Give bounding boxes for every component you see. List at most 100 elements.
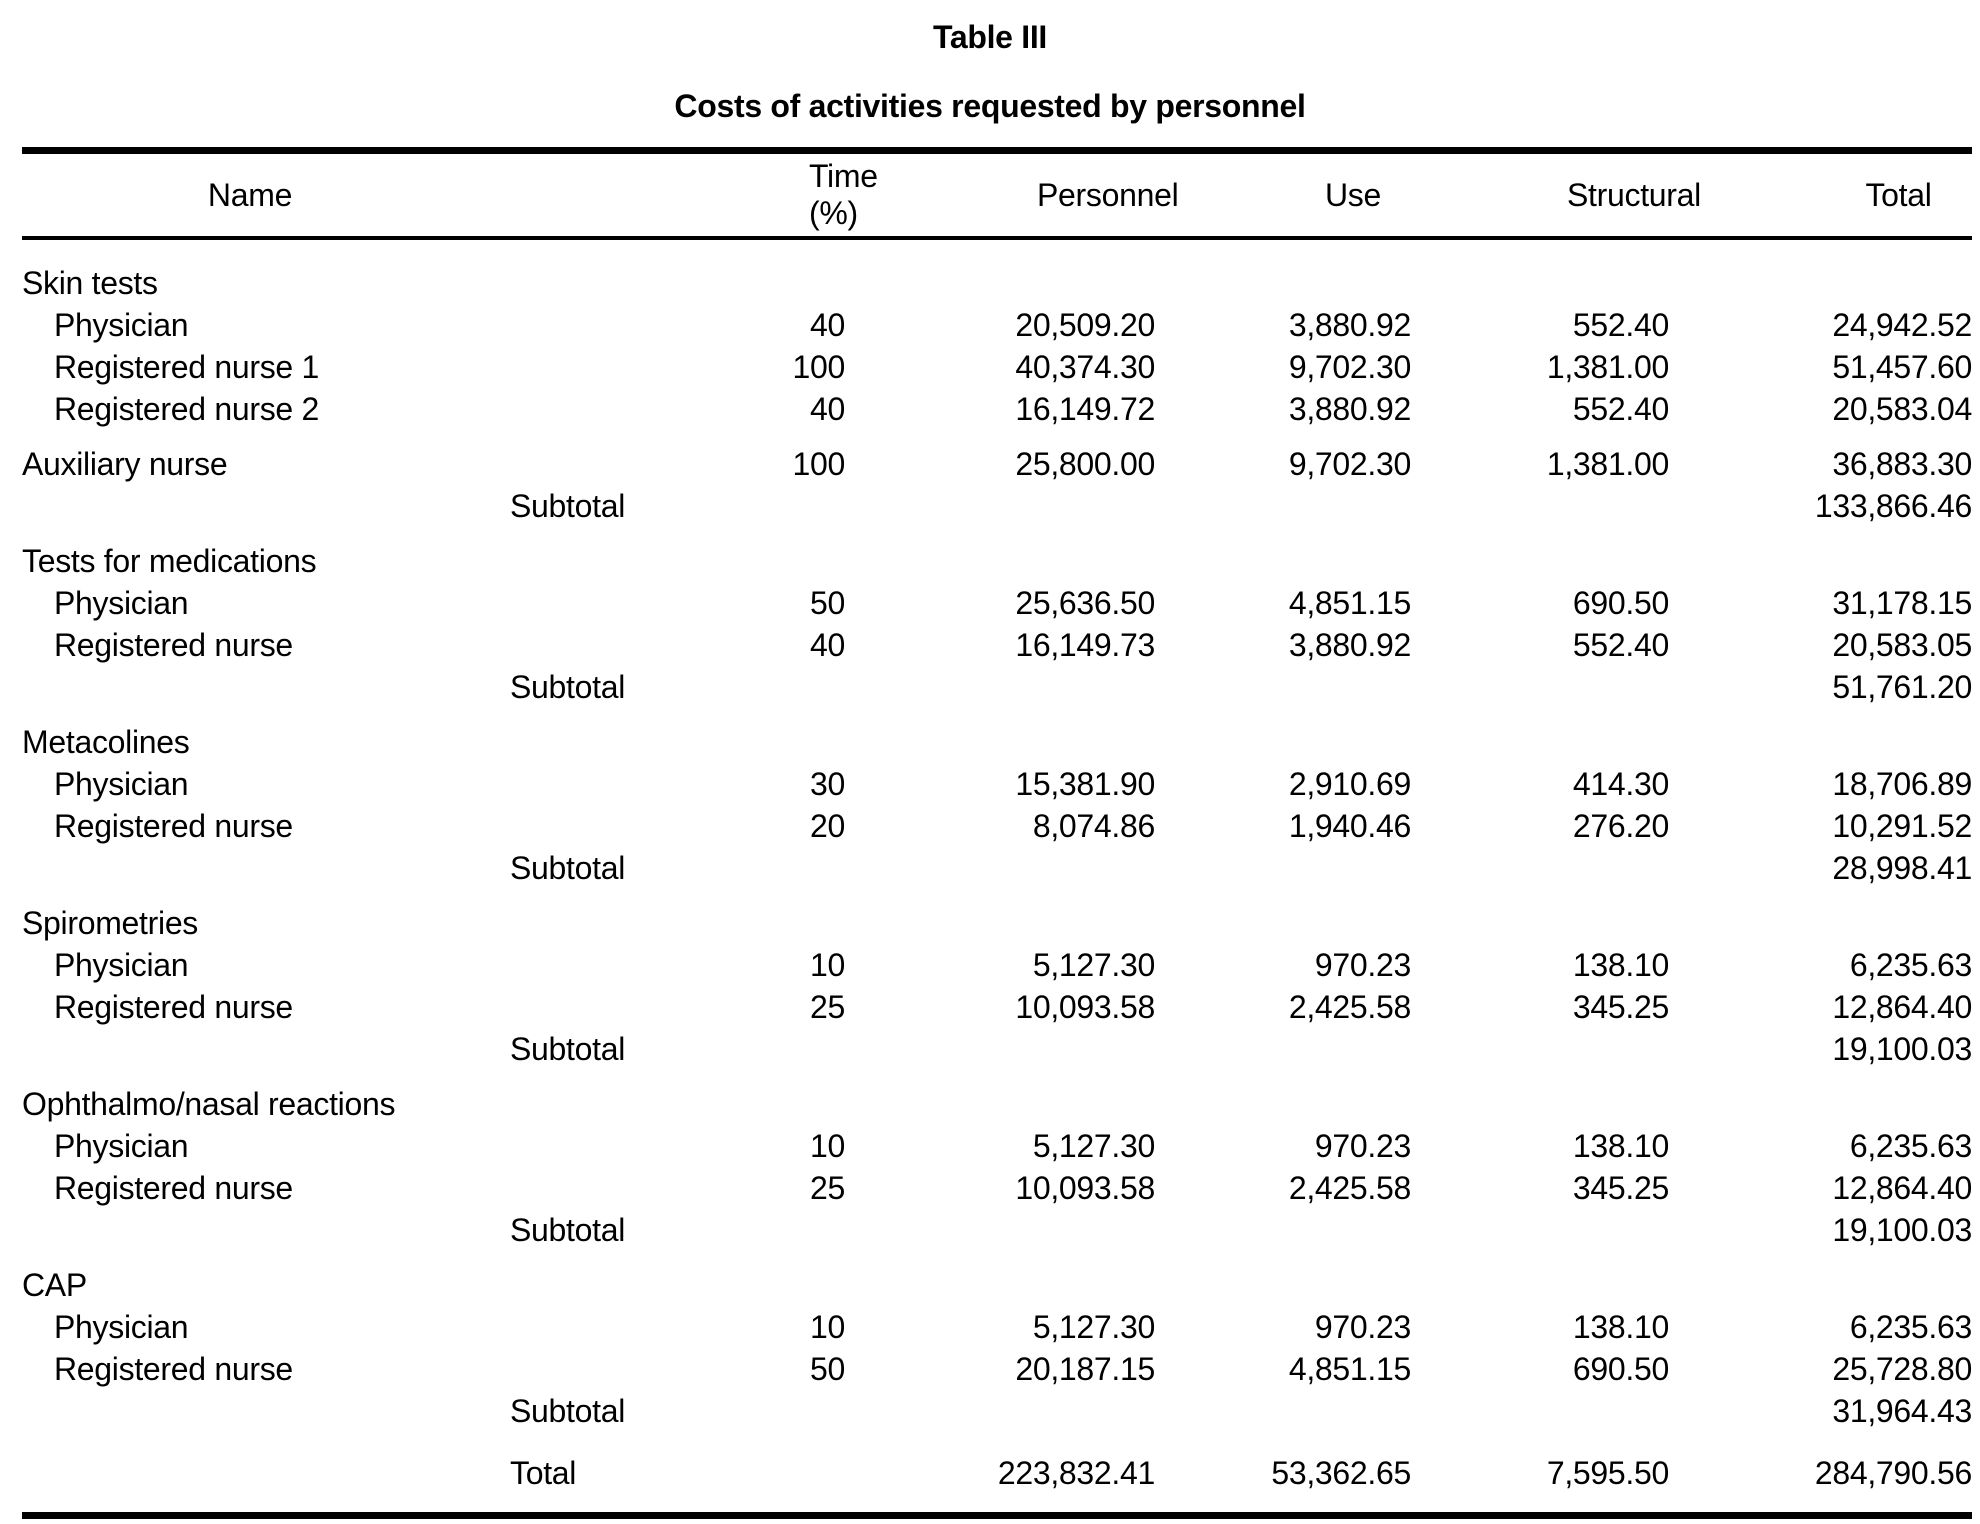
- personnel-cell: [845, 1209, 1155, 1251]
- structural-cell: 690.50: [1572, 584, 1669, 621]
- personnel-cell: [845, 485, 1155, 527]
- use-cell: [1155, 1390, 1411, 1432]
- total-cell: [1669, 527, 1972, 582]
- total-cell: 51,457.60: [1832, 348, 1972, 385]
- row-name: Registered nurse: [54, 1169, 293, 1206]
- structural-cell: [1411, 527, 1669, 582]
- section-row: Tests for medications: [22, 527, 1972, 582]
- row-name: Metacolines: [22, 723, 190, 760]
- structural-cell: 552.40: [1572, 626, 1669, 663]
- row-label: Subtotal: [510, 487, 626, 524]
- use-cell: [1155, 485, 1411, 527]
- column-header-structural: Structural: [1411, 147, 1701, 240]
- time-cell: 10: [810, 1127, 845, 1164]
- structural-cell: [1411, 485, 1669, 527]
- time-cell: 30: [810, 765, 845, 802]
- row-name: Registered nurse: [54, 626, 293, 663]
- row-name: Registered nurse: [54, 1350, 293, 1387]
- structural-cell: 552.40: [1572, 390, 1669, 427]
- personnel-cell: [845, 1070, 1155, 1125]
- grand-total-row: Total 223,832.41 53,362.65 7,595.50 284,790.…: [22, 1432, 1972, 1494]
- total-cell: 133,866.46: [1814, 487, 1972, 524]
- structural-cell: [1411, 1028, 1669, 1070]
- column-header-personnel: Personnel: [845, 147, 1179, 240]
- table-header: Name Time (%) Personnel Use Structural T…: [22, 147, 1972, 240]
- total-cell: 24,942.52: [1832, 306, 1972, 343]
- structural-cell: [1411, 708, 1669, 763]
- member-row: Registered nurse 25 10,093.58 2,425.58 345.2…: [22, 1167, 1972, 1209]
- subtotal-row: Subtotal 31,964.43: [22, 1390, 1972, 1432]
- personnel-cell: [845, 1251, 1155, 1306]
- structural-cell: 345.25: [1572, 988, 1669, 1025]
- time-cell: [702, 1028, 845, 1070]
- structural-cell: [1411, 1209, 1669, 1251]
- row-name: Registered nurse: [54, 988, 293, 1025]
- use-cell: [1155, 666, 1411, 708]
- structural-cell: 552.40: [1572, 306, 1669, 343]
- column-header-time: Time (%): [702, 147, 878, 240]
- row-label: Subtotal: [510, 668, 626, 705]
- time-cell: 40: [810, 390, 845, 427]
- use-cell: [1155, 1251, 1411, 1306]
- total-cell: [1669, 1070, 1972, 1125]
- row-label: Subtotal: [510, 1030, 626, 1067]
- use-cell: [1155, 1028, 1411, 1070]
- use-cell: [1155, 238, 1411, 304]
- personnel-cell: [845, 708, 1155, 763]
- total-cell: 6,235.63: [1849, 1127, 1972, 1164]
- structural-cell: 1,381.00: [1546, 348, 1669, 385]
- time-cell: [702, 1209, 845, 1251]
- structural-cell: [1411, 1070, 1669, 1125]
- total-cell: 51,761.20: [1832, 668, 1972, 705]
- use-cell: 4,851.15: [1288, 1350, 1411, 1387]
- personnel-cell: 16,149.72: [1015, 390, 1155, 427]
- personnel-cell: [845, 847, 1155, 889]
- structural-cell: [1411, 889, 1669, 944]
- section-row: Metacolines: [22, 708, 1972, 763]
- section-row: Skin tests: [22, 238, 1972, 304]
- total-cell: 20,583.05: [1832, 626, 1972, 663]
- time-cell: [702, 847, 845, 889]
- member-row: Registered nurse 50 20,187.15 4,851.15 690.5…: [22, 1348, 1972, 1390]
- section-row: Ophthalmo/nasal reactions: [22, 1070, 1972, 1125]
- member-row: Physician 10 5,127.30 970.23 138.10 6,235.63: [22, 944, 1972, 986]
- personnel-cell: 25,636.50: [1015, 584, 1155, 621]
- member-row: Registered nurse 2 40 16,149.72 3,880.92 552…: [22, 388, 1972, 430]
- total-cell: 12,864.40: [1832, 1169, 1972, 1206]
- time-cell: 40: [810, 626, 845, 663]
- total-cell: 6,235.63: [1849, 946, 1972, 983]
- use-cell: [1155, 889, 1411, 944]
- costs-table: Name Time (%) Personnel Use Structural T…: [22, 147, 1972, 1494]
- time-cell: [702, 666, 845, 708]
- time-cell: [702, 238, 845, 304]
- time-cell: 25: [810, 1169, 845, 1206]
- personnel-cell: 5,127.30: [1032, 1308, 1155, 1345]
- subtotal-row: Subtotal 19,100.03: [22, 1209, 1972, 1251]
- use-cell: [1155, 847, 1411, 889]
- member-row: Physician 10 5,127.30 970.23 138.10 6,235.63: [22, 1306, 1972, 1348]
- total-cell: 6,235.63: [1849, 1308, 1972, 1345]
- use-cell: 970.23: [1314, 946, 1411, 983]
- structural-cell: 690.50: [1572, 1350, 1669, 1387]
- use-cell: 1,940.46: [1288, 807, 1411, 844]
- personnel-cell: 5,127.30: [1032, 1127, 1155, 1164]
- row-name: Spirometries: [22, 904, 199, 941]
- row-name: Physician: [54, 765, 189, 802]
- use-cell: [1155, 1209, 1411, 1251]
- row-label: Total: [510, 1454, 577, 1491]
- time-cell: 20: [810, 807, 845, 844]
- time-cell: [702, 1070, 845, 1125]
- use-cell: 2,425.58: [1288, 1169, 1411, 1206]
- use-cell: 9,702.30: [1288, 445, 1411, 482]
- total-cell: 28,998.41: [1832, 849, 1972, 886]
- section-row: Spirometries: [22, 889, 1972, 944]
- bottom-rule: [22, 1512, 1972, 1519]
- time-cell: [702, 1432, 845, 1494]
- time-cell: 25: [810, 988, 845, 1025]
- row-name: Tests for medications: [22, 542, 317, 579]
- personnel-cell: [845, 527, 1155, 582]
- row-label: Subtotal: [510, 1392, 626, 1429]
- personnel-cell: [845, 889, 1155, 944]
- structural-cell: 138.10: [1572, 1308, 1669, 1345]
